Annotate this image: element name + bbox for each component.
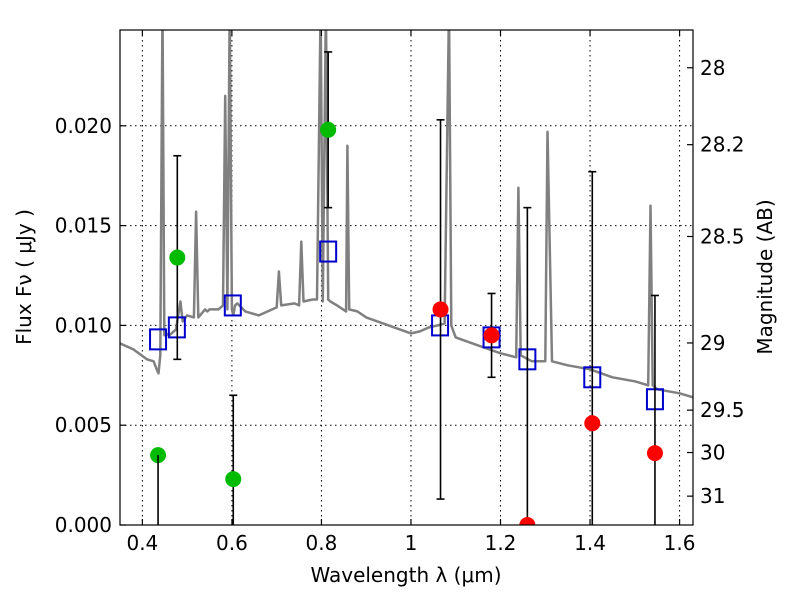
axes: 0.4 0.6 0.8 1 1.2 1.4 1.6 0.000 0.005 0.010 0.015 0… — [55, 30, 745, 555]
x-axis-label: Wavelength λ (μm) — [310, 563, 501, 587]
y-tick-label: 0.015 — [55, 214, 112, 238]
observed-data-point — [320, 121, 337, 138]
x-tick-label: 1.2 — [485, 531, 517, 555]
plot-area — [120, 30, 693, 525]
observed-data-point — [646, 445, 663, 462]
observed-data-point — [519, 517, 536, 525]
x-tick-label: 1.6 — [664, 531, 696, 555]
mag-tick-label: 31 — [700, 484, 725, 508]
observed-data-point — [584, 415, 601, 432]
observed-data-point — [225, 471, 242, 488]
observed-data-point — [432, 301, 449, 318]
observed-data-point — [169, 249, 186, 266]
x-tick-label: 0.6 — [216, 531, 248, 555]
mag-tick-label: 28.5 — [700, 224, 745, 248]
x-tick-label: 0.8 — [306, 531, 338, 555]
mag-tick-label: 28 — [700, 56, 725, 80]
right-axis-label: Magnitude (AB) — [753, 199, 777, 354]
model-photometry-marker — [149, 328, 168, 351]
observed-data-point — [483, 327, 500, 344]
model-photometry-marker — [319, 240, 338, 263]
y-tick-label: 0.005 — [55, 413, 112, 437]
y-tick-label: 0.010 — [55, 313, 112, 337]
mag-tick-label: 29.5 — [700, 398, 745, 422]
mag-tick-label: 28.2 — [700, 133, 745, 157]
y-tick-label: 0.000 — [55, 513, 112, 537]
grid — [120, 30, 693, 526]
y-tick-label: 0.020 — [55, 114, 112, 138]
x-tick-label: 0.4 — [126, 531, 158, 555]
plot-frame — [119, 29, 694, 526]
x-tick-label: 1.4 — [574, 531, 606, 555]
mag-tick-label: 30 — [700, 441, 725, 465]
mag-tick-label: 29 — [700, 331, 725, 355]
y-axis-label: Flux Fν ( μJy ) — [12, 209, 36, 345]
model-photometry-marker — [223, 294, 242, 317]
spectrum-line — [120, 30, 693, 399]
x-tick-label: 1 — [405, 531, 418, 555]
